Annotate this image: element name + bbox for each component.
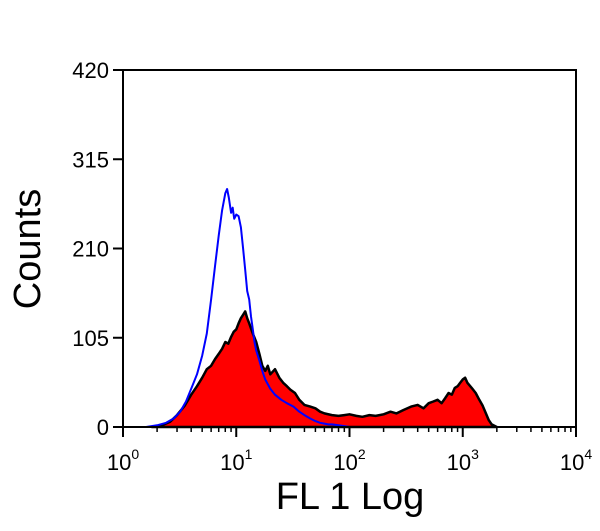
x-tick-label: 100: [107, 446, 139, 475]
axis-ticks: [113, 69, 577, 437]
histogram-marks: [145, 188, 499, 429]
y-tick-label: 210: [72, 237, 109, 262]
y-tick-label: 420: [72, 58, 109, 83]
x-axis-title: FL 1 Log: [276, 476, 425, 518]
x-tick-label: 104: [560, 446, 592, 475]
histogram-control-line: [145, 188, 355, 428]
histogram-sample-fill: [150, 310, 499, 429]
y-tick-label: 315: [72, 147, 109, 172]
y-tick-label: 105: [72, 326, 109, 351]
tick-labels: 0 105 210 315 420 100 101 102 103 104: [72, 58, 592, 475]
y-axis-title: Counts: [7, 189, 49, 309]
x-tick-label: 103: [447, 446, 479, 475]
plot-frame: [122, 69, 577, 428]
x-tick-label: 101: [220, 446, 252, 475]
x-tick-label: 102: [333, 446, 365, 475]
y-tick-label: 0: [97, 415, 109, 440]
